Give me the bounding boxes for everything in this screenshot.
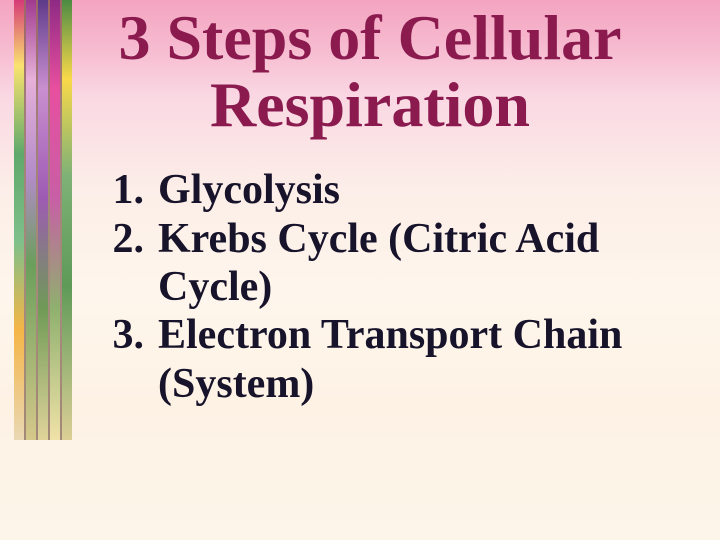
slide-title: 3 Steps of Cellular Respiration (50, 4, 690, 138)
list-item: 1. Glycolysis (100, 166, 690, 214)
list-text: Glycolysis (158, 166, 690, 214)
list-item: 2. Krebs Cycle (Citric Acid Cycle) (100, 215, 690, 312)
list-text: Krebs Cycle (Citric Acid Cycle) (158, 215, 690, 312)
list-number: 2. (100, 215, 158, 263)
numbered-list: 1. Glycolysis 2. Krebs Cycle (Citric Aci… (100, 166, 690, 407)
title-line-1: 3 Steps of Cellular (50, 4, 690, 71)
list-number: 1. (100, 166, 158, 214)
list-item: 3. Electron Transport Chain (System) (100, 311, 690, 408)
list-text: Electron Transport Chain (System) (158, 311, 690, 408)
title-line-2: Respiration (50, 71, 690, 138)
slide-content: 3 Steps of Cellular Respiration 1. Glyco… (0, 0, 720, 540)
list-number: 3. (100, 311, 158, 359)
